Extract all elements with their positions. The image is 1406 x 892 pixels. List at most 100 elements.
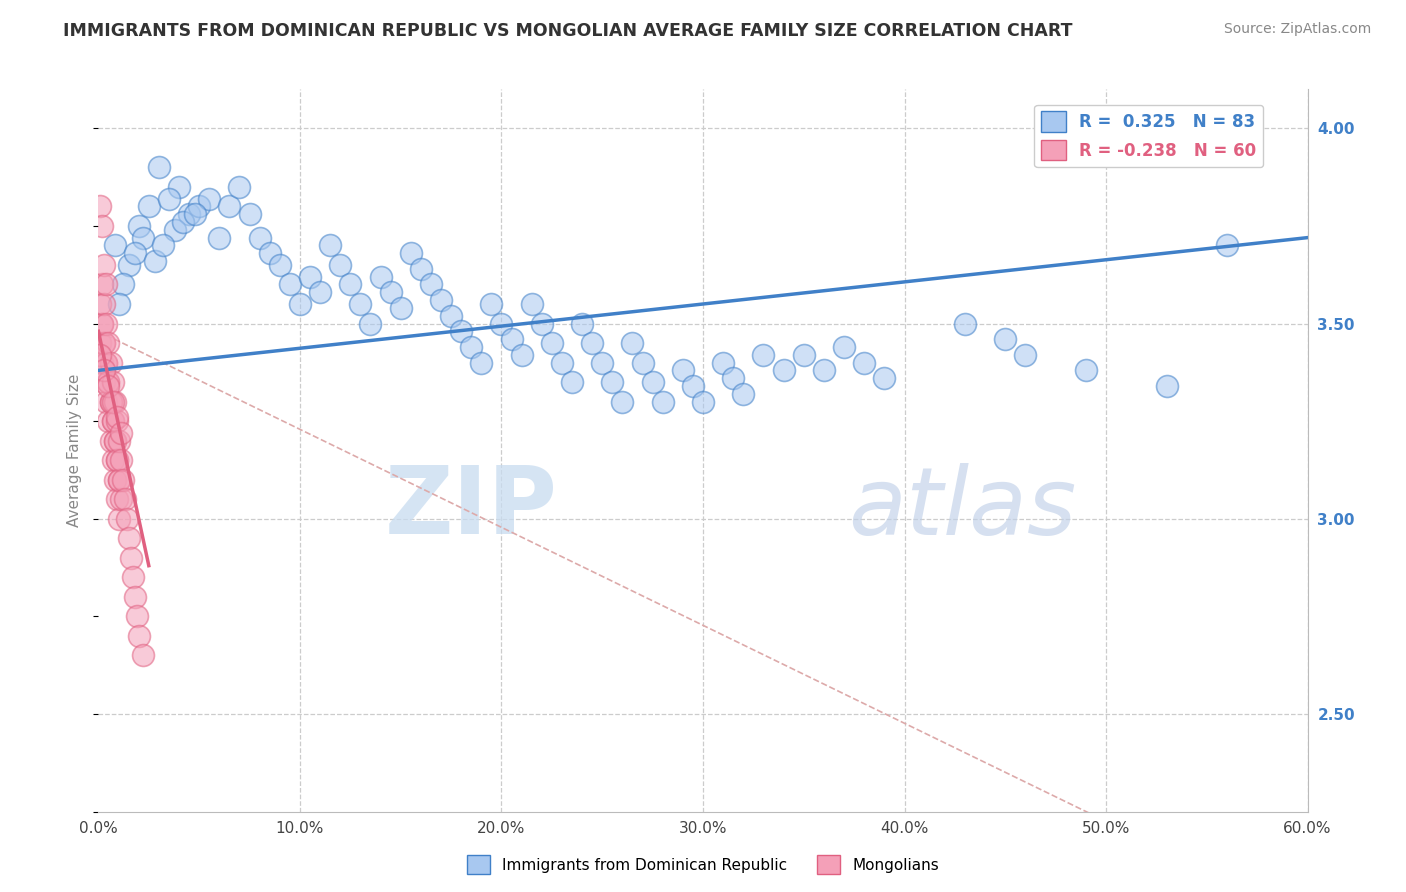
Point (124, 590, 146, 604)
Point (96, 317, 118, 331)
Point (96, 394, 118, 409)
Point (621, 336, 644, 351)
Point (540, 336, 562, 351)
Point (128, 629, 150, 643)
Point (96, 277, 118, 292)
Point (100, 394, 122, 409)
Point (772, 363, 794, 377)
Point (157, 192, 180, 206)
Point (97, 336, 120, 351)
Point (612, 394, 634, 409)
Point (91, 355, 114, 369)
Point (89, 199, 111, 213)
Point (288, 297, 311, 311)
Point (107, 297, 129, 311)
Point (93, 336, 115, 351)
Point (349, 297, 371, 311)
Point (91, 317, 114, 331)
Text: IMMIGRANTS FROM DOMINICAN REPUBLIC VS MONGOLIAN AVERAGE FAMILY SIZE CORRELATION : IMMIGRANTS FROM DOMINICAN REPUBLIC VS MO… (63, 22, 1073, 40)
Point (389, 301, 412, 315)
Point (853, 355, 876, 369)
Point (641, 375, 664, 389)
Point (132, 230, 155, 244)
Point (440, 309, 463, 323)
Point (360, 317, 382, 331)
Point (692, 394, 714, 409)
Point (118, 258, 141, 272)
Point (93, 375, 115, 389)
Point (339, 277, 361, 292)
Point (89, 297, 111, 311)
Point (1156, 379, 1178, 393)
Point (682, 379, 704, 393)
Point (103, 434, 125, 448)
Point (239, 207, 262, 221)
Legend: R =  0.325   N = 83, R = -0.238   N = 60: R = 0.325 N = 83, R = -0.238 N = 60 (1035, 104, 1263, 167)
Point (278, 277, 301, 292)
Point (105, 453, 128, 467)
Point (91, 219, 114, 233)
Point (105, 414, 128, 428)
Point (470, 355, 492, 369)
Point (93, 363, 115, 377)
Point (631, 355, 654, 369)
Point (100, 394, 122, 409)
Point (103, 473, 125, 487)
Point (1216, 238, 1239, 252)
Point (96, 355, 118, 369)
Point (105, 410, 128, 425)
Point (101, 453, 124, 467)
Point (105, 453, 128, 467)
Point (93, 258, 115, 272)
Point (249, 230, 271, 244)
Point (107, 512, 129, 526)
Point (832, 340, 855, 354)
Point (672, 363, 695, 377)
Text: Source: ZipAtlas.com: Source: ZipAtlas.com (1223, 22, 1371, 37)
Point (125, 609, 148, 624)
Point (143, 254, 166, 268)
Point (571, 317, 593, 331)
Point (172, 215, 194, 229)
Point (793, 348, 815, 362)
Point (110, 492, 132, 507)
Point (132, 648, 155, 663)
Text: ZIP: ZIP (385, 462, 558, 554)
Point (319, 238, 342, 252)
Point (148, 161, 170, 175)
Point (530, 317, 553, 331)
Legend: Immigrants from Dominican Republic, Mongolians: Immigrants from Dominican Republic, Mong… (461, 849, 945, 880)
Point (481, 297, 503, 311)
Point (399, 246, 422, 260)
Point (711, 355, 734, 369)
Point (510, 348, 533, 362)
Point (97, 375, 120, 389)
Point (329, 258, 352, 272)
Point (994, 332, 1017, 346)
Point (208, 230, 231, 244)
Point (561, 375, 583, 389)
Point (111, 277, 134, 292)
Point (101, 414, 124, 428)
Point (309, 285, 332, 300)
Point (111, 473, 134, 487)
Point (179, 207, 201, 221)
Point (269, 258, 291, 272)
Point (101, 394, 124, 409)
Point (1014, 348, 1036, 362)
Point (89, 336, 111, 351)
Point (723, 371, 745, 385)
Point (591, 355, 613, 369)
Point (124, 246, 146, 260)
Point (89, 348, 111, 362)
Point (118, 532, 141, 546)
Point (184, 207, 207, 221)
Point (114, 492, 136, 507)
Point (97, 379, 120, 393)
Point (101, 414, 124, 428)
Point (110, 425, 132, 440)
Point (128, 219, 150, 233)
Point (198, 192, 221, 206)
Point (115, 512, 138, 526)
Point (430, 293, 453, 307)
